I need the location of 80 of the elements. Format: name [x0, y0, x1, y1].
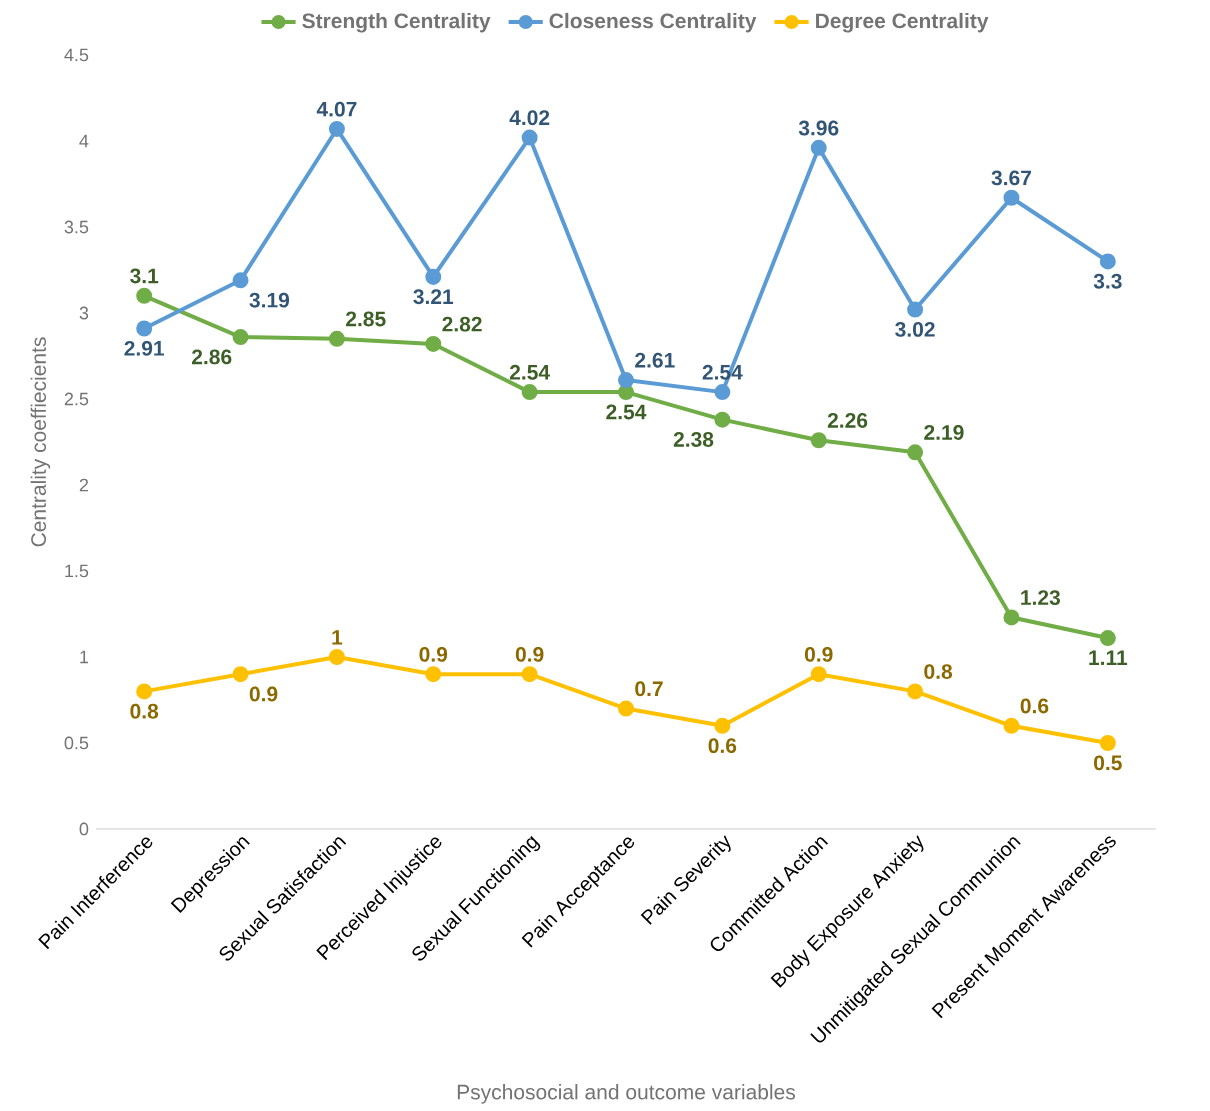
point — [232, 666, 249, 683]
point — [136, 683, 153, 700]
data-label: 3.96 — [798, 120, 839, 136]
data-label: 2.86 — [192, 349, 232, 365]
data-label: 1 — [332, 630, 343, 645]
data-label: 0.5 — [1094, 755, 1122, 771]
data-label: 2.54 — [509, 364, 550, 380]
data-label: 0.9 — [515, 646, 544, 662]
point — [1099, 734, 1116, 751]
data-label: 3.67 — [991, 170, 1031, 186]
point — [810, 139, 827, 156]
data-label: 1.23 — [1021, 590, 1060, 606]
y-tick-label: 3 — [79, 306, 89, 320]
point — [714, 411, 731, 428]
y-tick-label: 0.5 — [64, 736, 89, 750]
data-label: 3.19 — [249, 292, 290, 308]
data-label: 3.21 — [413, 289, 454, 305]
point — [907, 683, 924, 700]
y-tick-label: 2.5 — [64, 392, 89, 406]
y-tick-label: 4.5 — [64, 48, 89, 62]
data-label: 2.38 — [673, 432, 714, 447]
point — [810, 432, 827, 449]
point — [907, 301, 924, 318]
point — [136, 320, 153, 337]
y-tick-label: 2 — [79, 478, 89, 492]
point — [425, 268, 442, 285]
point — [328, 648, 345, 665]
legend-label: Degree Centrality — [816, 12, 989, 33]
y-axis-title: Centrality coeffiecients — [30, 337, 51, 547]
data-label: 2.82 — [442, 316, 482, 332]
point — [1003, 189, 1020, 206]
point — [521, 129, 538, 146]
y-tick-label: 3.5 — [64, 220, 89, 234]
data-label: 2.54 — [606, 404, 647, 420]
point — [714, 717, 731, 734]
point — [1099, 253, 1116, 270]
point — [1099, 630, 1116, 647]
data-label: 4.02 — [509, 110, 550, 126]
x-axis-title: Psychosocial and outcome variables — [457, 1084, 795, 1104]
data-label: 2.85 — [346, 311, 386, 327]
y-tick-label: 4 — [79, 134, 89, 148]
data-label: 0.9 — [804, 646, 833, 662]
data-label: 0.9 — [419, 646, 448, 662]
point — [618, 384, 635, 401]
point — [425, 335, 442, 352]
data-label: 0.6 — [708, 738, 737, 754]
data-label: 2.26 — [827, 413, 868, 428]
point — [521, 666, 538, 683]
point — [810, 666, 827, 683]
data-label: 3.02 — [895, 321, 935, 337]
legend-label: Closeness Centrality — [549, 12, 757, 33]
point — [1003, 717, 1020, 734]
data-label: 2.19 — [924, 425, 964, 440]
point — [907, 444, 924, 461]
point — [425, 666, 442, 683]
point — [328, 330, 345, 347]
point — [714, 384, 731, 401]
data-label: 3.3 — [1093, 273, 1122, 289]
data-label: 4.07 — [316, 101, 357, 117]
point — [618, 372, 635, 389]
legend-label: Strength Centrality — [302, 12, 491, 33]
y-tick-label: 0 — [79, 822, 89, 836]
point — [618, 700, 635, 717]
data-label: 1.11 — [1089, 650, 1128, 665]
point — [232, 329, 249, 346]
y-tick-label: 1.5 — [65, 564, 89, 578]
data-label: 3.1 — [130, 268, 159, 284]
data-label: 2.91 — [124, 340, 165, 356]
point — [521, 384, 538, 401]
y-tick-label: 1 — [80, 650, 89, 664]
data-label: 0.7 — [635, 681, 663, 697]
data-label: 0.9 — [249, 686, 278, 702]
point — [328, 120, 345, 137]
data-label: 2.61 — [635, 352, 675, 368]
data-label: 0.8 — [924, 664, 953, 679]
point — [232, 272, 249, 289]
data-label: 0.6 — [1020, 698, 1049, 714]
point — [136, 287, 153, 304]
point — [1003, 609, 1020, 626]
data-label: 0.8 — [130, 703, 159, 719]
